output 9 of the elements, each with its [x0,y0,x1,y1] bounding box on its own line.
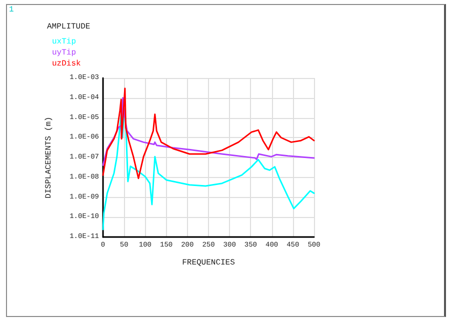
text: uxTip [52,38,76,46]
text: 1 [9,6,14,14]
text: uyTip [52,48,76,58]
line-series [102,88,315,180]
line-series [102,97,315,166]
text: uzDisk [52,60,82,68]
legend-title: AMPLITUDE [47,22,90,32]
y-axis-title: DISPLACEMENTS (m) [44,116,54,198]
x-axis-title: FREQUENCIES [182,258,236,268]
